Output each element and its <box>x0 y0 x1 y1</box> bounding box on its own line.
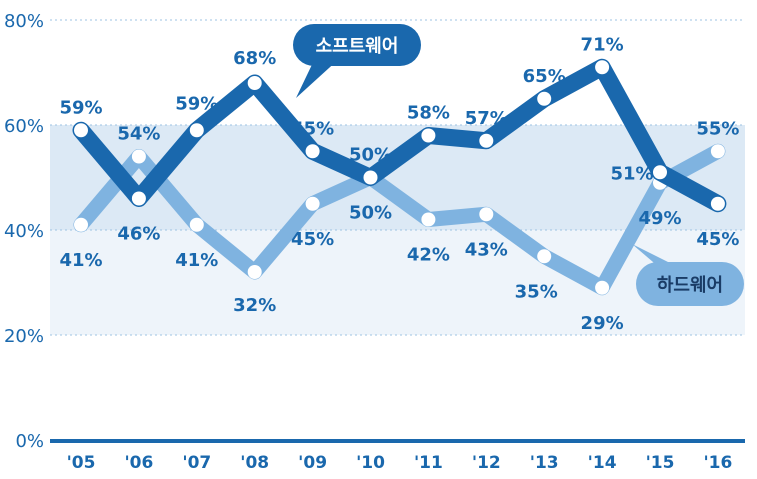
data-label: 65% <box>523 66 566 87</box>
gridlines <box>50 19 745 336</box>
data-label: 45% <box>696 229 739 250</box>
x-tick-label: '12 <box>472 453 501 473</box>
data-point <box>479 133 494 148</box>
data-label: 59% <box>59 97 102 118</box>
data-point <box>131 191 146 206</box>
data-label: 55% <box>291 118 334 139</box>
data-point <box>653 165 667 180</box>
x-tick-label: '09 <box>298 453 327 473</box>
x-tick-label: '07 <box>182 453 211 473</box>
data-label: 43% <box>465 239 508 260</box>
callout-label-software: 소프트웨어 <box>316 36 399 57</box>
series-software <box>72 58 727 213</box>
data-point <box>363 170 378 185</box>
x-tick-label: '06 <box>124 453 153 473</box>
data-point <box>537 249 552 264</box>
data-point <box>595 60 610 75</box>
callout-bubble-software <box>293 24 421 66</box>
x-tick-label: '16 <box>703 453 732 473</box>
x-axis-ticks: '05 '06 '07 '08 '09 '10 '11 '12 '13 '14 '15 '16 <box>67 453 733 473</box>
data-label: 57% <box>465 108 508 129</box>
y-tick-label: 0% <box>15 431 44 452</box>
data-point <box>74 123 88 138</box>
x-tick-label: '11 <box>414 453 443 473</box>
data-label: 32% <box>233 295 276 316</box>
y-tick-label: 80% <box>4 11 44 32</box>
data-point <box>74 217 88 232</box>
data-label: 50% <box>349 145 392 166</box>
data-point <box>247 265 262 279</box>
data-label: 54% <box>117 124 160 145</box>
data-label: 71% <box>581 34 624 55</box>
data-label: 41% <box>59 250 102 271</box>
data-point <box>305 144 320 159</box>
series-line <box>72 58 727 213</box>
x-tick-label: '10 <box>356 453 385 473</box>
data-point <box>305 196 320 211</box>
data-point <box>595 280 610 295</box>
y-tick-label: 40% <box>4 221 44 242</box>
data-label: 42% <box>407 245 450 266</box>
data-label: 51% <box>610 163 653 184</box>
data-point <box>479 207 494 222</box>
data-point <box>710 144 725 159</box>
callout-bubble-hardware <box>636 262 744 306</box>
data-label: 49% <box>638 208 681 229</box>
y-tick-label: 20% <box>4 326 44 347</box>
x-tick-label: '15 <box>646 453 675 473</box>
y-tick-label: 60% <box>4 116 44 137</box>
callout-label-hardware: 하드웨어 <box>657 275 723 296</box>
data-label: 46% <box>117 224 160 245</box>
data-label: 59% <box>175 93 218 114</box>
data-point <box>189 217 204 232</box>
data-label: 55% <box>696 118 739 139</box>
data-label: 45% <box>291 229 334 250</box>
x-tick-label: '13 <box>530 453 559 473</box>
data-label: 58% <box>407 103 450 124</box>
data-label: 29% <box>581 313 624 334</box>
data-label: 35% <box>515 281 558 302</box>
series-line <box>73 143 726 296</box>
x-tick-label: '14 <box>588 453 617 473</box>
x-tick-label: '08 <box>240 453 269 473</box>
data-point <box>189 123 204 138</box>
y-axis-ticks: 0% 20% 40% 60% 80% <box>4 11 44 452</box>
data-point <box>537 91 552 106</box>
data-point <box>421 128 436 143</box>
data-point <box>421 212 436 227</box>
data-label: 50% <box>349 203 392 224</box>
data-point <box>247 76 262 90</box>
data-labels: 59% 46% 59% 68% 55% 50% 58% 57% 65% 71% 51% 45% 41% 5… <box>59 34 739 334</box>
data-label: 68% <box>233 48 276 69</box>
data-point <box>710 196 725 211</box>
x-tick-label: '05 <box>67 453 96 473</box>
data-point <box>131 149 146 164</box>
series-hardware <box>73 143 726 296</box>
data-label: 41% <box>175 250 218 271</box>
